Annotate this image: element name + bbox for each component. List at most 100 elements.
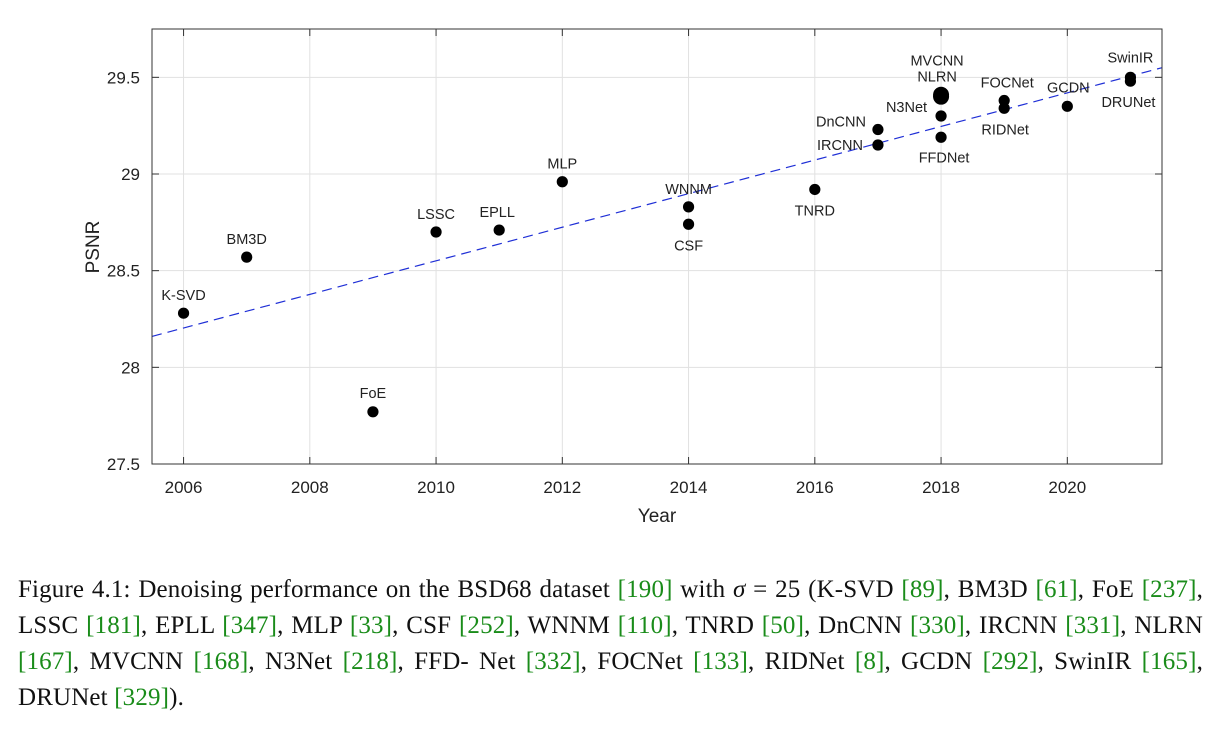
point-n3net <box>935 110 947 122</box>
point-label-mvcnn: MVCNN <box>910 54 963 70</box>
sigma-symbol: σ <box>733 576 746 603</box>
point-focnet <box>998 94 1010 107</box>
point-label-mlp: MLP <box>547 157 577 173</box>
point-wnnm <box>682 201 695 213</box>
citation-link: [8] <box>854 648 885 675</box>
caption-text: , SwinIR <box>1037 648 1142 675</box>
caption-text: , MVCNN <box>72 648 194 675</box>
psnr-year-scatter-chart: K-SVD BM3D FoE LSSC EPLL MLP WNNM CSF TNRD DnCNN I… <box>83 28 1163 527</box>
point-gcdn <box>1061 100 1073 112</box>
x-tick-label: 2012 <box>543 478 581 497</box>
caption-text: Figure 4.1: Denoising performance on the… <box>18 576 618 603</box>
caption-text: , FoE <box>1077 576 1142 603</box>
y-tick-label: 29.5 <box>107 68 140 87</box>
point-label-n3net: N3Net <box>886 100 927 116</box>
citation-link: [332] <box>525 648 581 675</box>
y-axis-ticks: 27.5 28 28.5 29 29.5 <box>107 68 1162 474</box>
citation-link: [218] <box>342 648 398 675</box>
point-label-csf: CSF <box>674 238 703 254</box>
caption-text: , WNNM <box>513 612 618 639</box>
citation-link: [330] <box>910 612 965 639</box>
citation-link: [347] <box>222 612 278 639</box>
plot-frame <box>151 28 1163 465</box>
caption-text: , MLP <box>277 612 350 639</box>
point-label-ffdnet: FFDNet <box>919 150 970 166</box>
trend-line <box>151 67 1163 337</box>
point-ffdnet <box>935 131 947 143</box>
citation-link: [33] <box>349 612 393 639</box>
y-axis-title: PSNR <box>83 221 104 274</box>
point-foe <box>367 406 379 418</box>
caption-text: , FOCNet <box>580 648 694 675</box>
point-lssc <box>430 226 442 238</box>
point-drunet <box>1124 75 1137 87</box>
figure-caption: Figure 4.1: Denoising performance on the… <box>18 572 1203 716</box>
point-label-swinir: SwinIR <box>1107 50 1153 66</box>
caption-text: , RIDNet <box>748 648 855 675</box>
point-label-ircnn: IRCNN <box>817 138 863 154</box>
x-tick-label: 2018 <box>922 478 960 497</box>
caption-text: , GCDN <box>884 648 983 675</box>
citation-link: [89] <box>901 576 944 603</box>
trend-line-group <box>151 67 1163 337</box>
y-tick-label: 28 <box>121 358 140 377</box>
point-label-foe: FoE <box>360 386 387 402</box>
point-label-nlrn: NLRN <box>917 70 956 86</box>
point-label-gcdn: GCDN <box>1047 80 1090 96</box>
point-epll <box>493 224 505 236</box>
caption-text: , DnCNN <box>804 612 910 639</box>
x-axis-ticks: 2006 2008 2010 2012 2014 2016 2018 2020 <box>165 29 1086 497</box>
point-label-focnet: FOCNet <box>981 76 1034 92</box>
y-tick-label: 29 <box>121 165 140 184</box>
x-tick-label: 2006 <box>165 478 203 497</box>
point-csf <box>682 218 695 230</box>
point-label-ridnet: RIDNet <box>981 122 1029 138</box>
point-mlp <box>556 176 568 188</box>
caption-text: , LSSC <box>18 576 1203 639</box>
citation-link: [292] <box>982 648 1038 675</box>
point-labels: K-SVD BM3D FoE LSSC EPLL MLP WNNM CSF TNRD DnCNN I… <box>161 50 1155 401</box>
citation-link: [237] <box>1141 576 1197 603</box>
citation-link: [329] <box>114 684 170 711</box>
point-label-tnrd: TNRD <box>795 203 835 219</box>
citation-link: [190] <box>617 576 673 603</box>
point-bm3d <box>241 251 253 263</box>
point-label-dncnn: DnCNN <box>816 115 866 131</box>
caption-text: = 25 (K-SVD <box>745 576 902 603</box>
caption-text: with <box>672 576 733 603</box>
citation-link: [165] <box>1141 648 1197 675</box>
point-label-k-svd: K-SVD <box>161 288 205 304</box>
x-tick-label: 2016 <box>796 478 834 497</box>
data-points <box>177 71 1137 418</box>
caption-text: , N3Net <box>248 648 343 675</box>
point-label-epll: EPLL <box>479 205 514 221</box>
x-tick-label: 2008 <box>291 478 329 497</box>
caption-text: , NLRN <box>1120 612 1203 639</box>
caption-text: , EPLL <box>140 612 223 639</box>
point-label-wnnm: WNNM <box>665 182 712 198</box>
caption-text: , BM3D <box>943 576 1036 603</box>
caption-text: , DRUNet <box>18 648 1203 711</box>
grid-lines <box>152 29 1162 465</box>
caption-text: , IRCNN <box>964 612 1066 639</box>
citation-link: [50] <box>761 612 805 639</box>
caption-text: ). <box>169 684 184 711</box>
x-axis-title: Year <box>638 506 677 527</box>
citation-link: [181] <box>86 612 141 639</box>
citation-link: [331] <box>1065 612 1121 639</box>
x-tick-label: 2010 <box>417 478 455 497</box>
citation-link: [168] <box>193 648 249 675</box>
x-tick-label: 2014 <box>670 478 708 497</box>
citation-link: [252] <box>458 612 514 639</box>
caption-text: , CSF <box>392 612 459 639</box>
caption-text: , TNRD <box>671 612 762 639</box>
caption-text: , FFD- Net <box>397 648 526 675</box>
y-tick-label: 27.5 <box>107 455 140 474</box>
point-ridnet <box>998 102 1010 114</box>
point-tnrd <box>809 183 821 196</box>
citation-link: [167] <box>18 648 73 675</box>
point-mvcnn <box>933 88 950 105</box>
point-dncnn <box>872 123 884 136</box>
point-label-lssc: LSSC <box>417 207 455 223</box>
point-ircnn <box>872 139 884 151</box>
